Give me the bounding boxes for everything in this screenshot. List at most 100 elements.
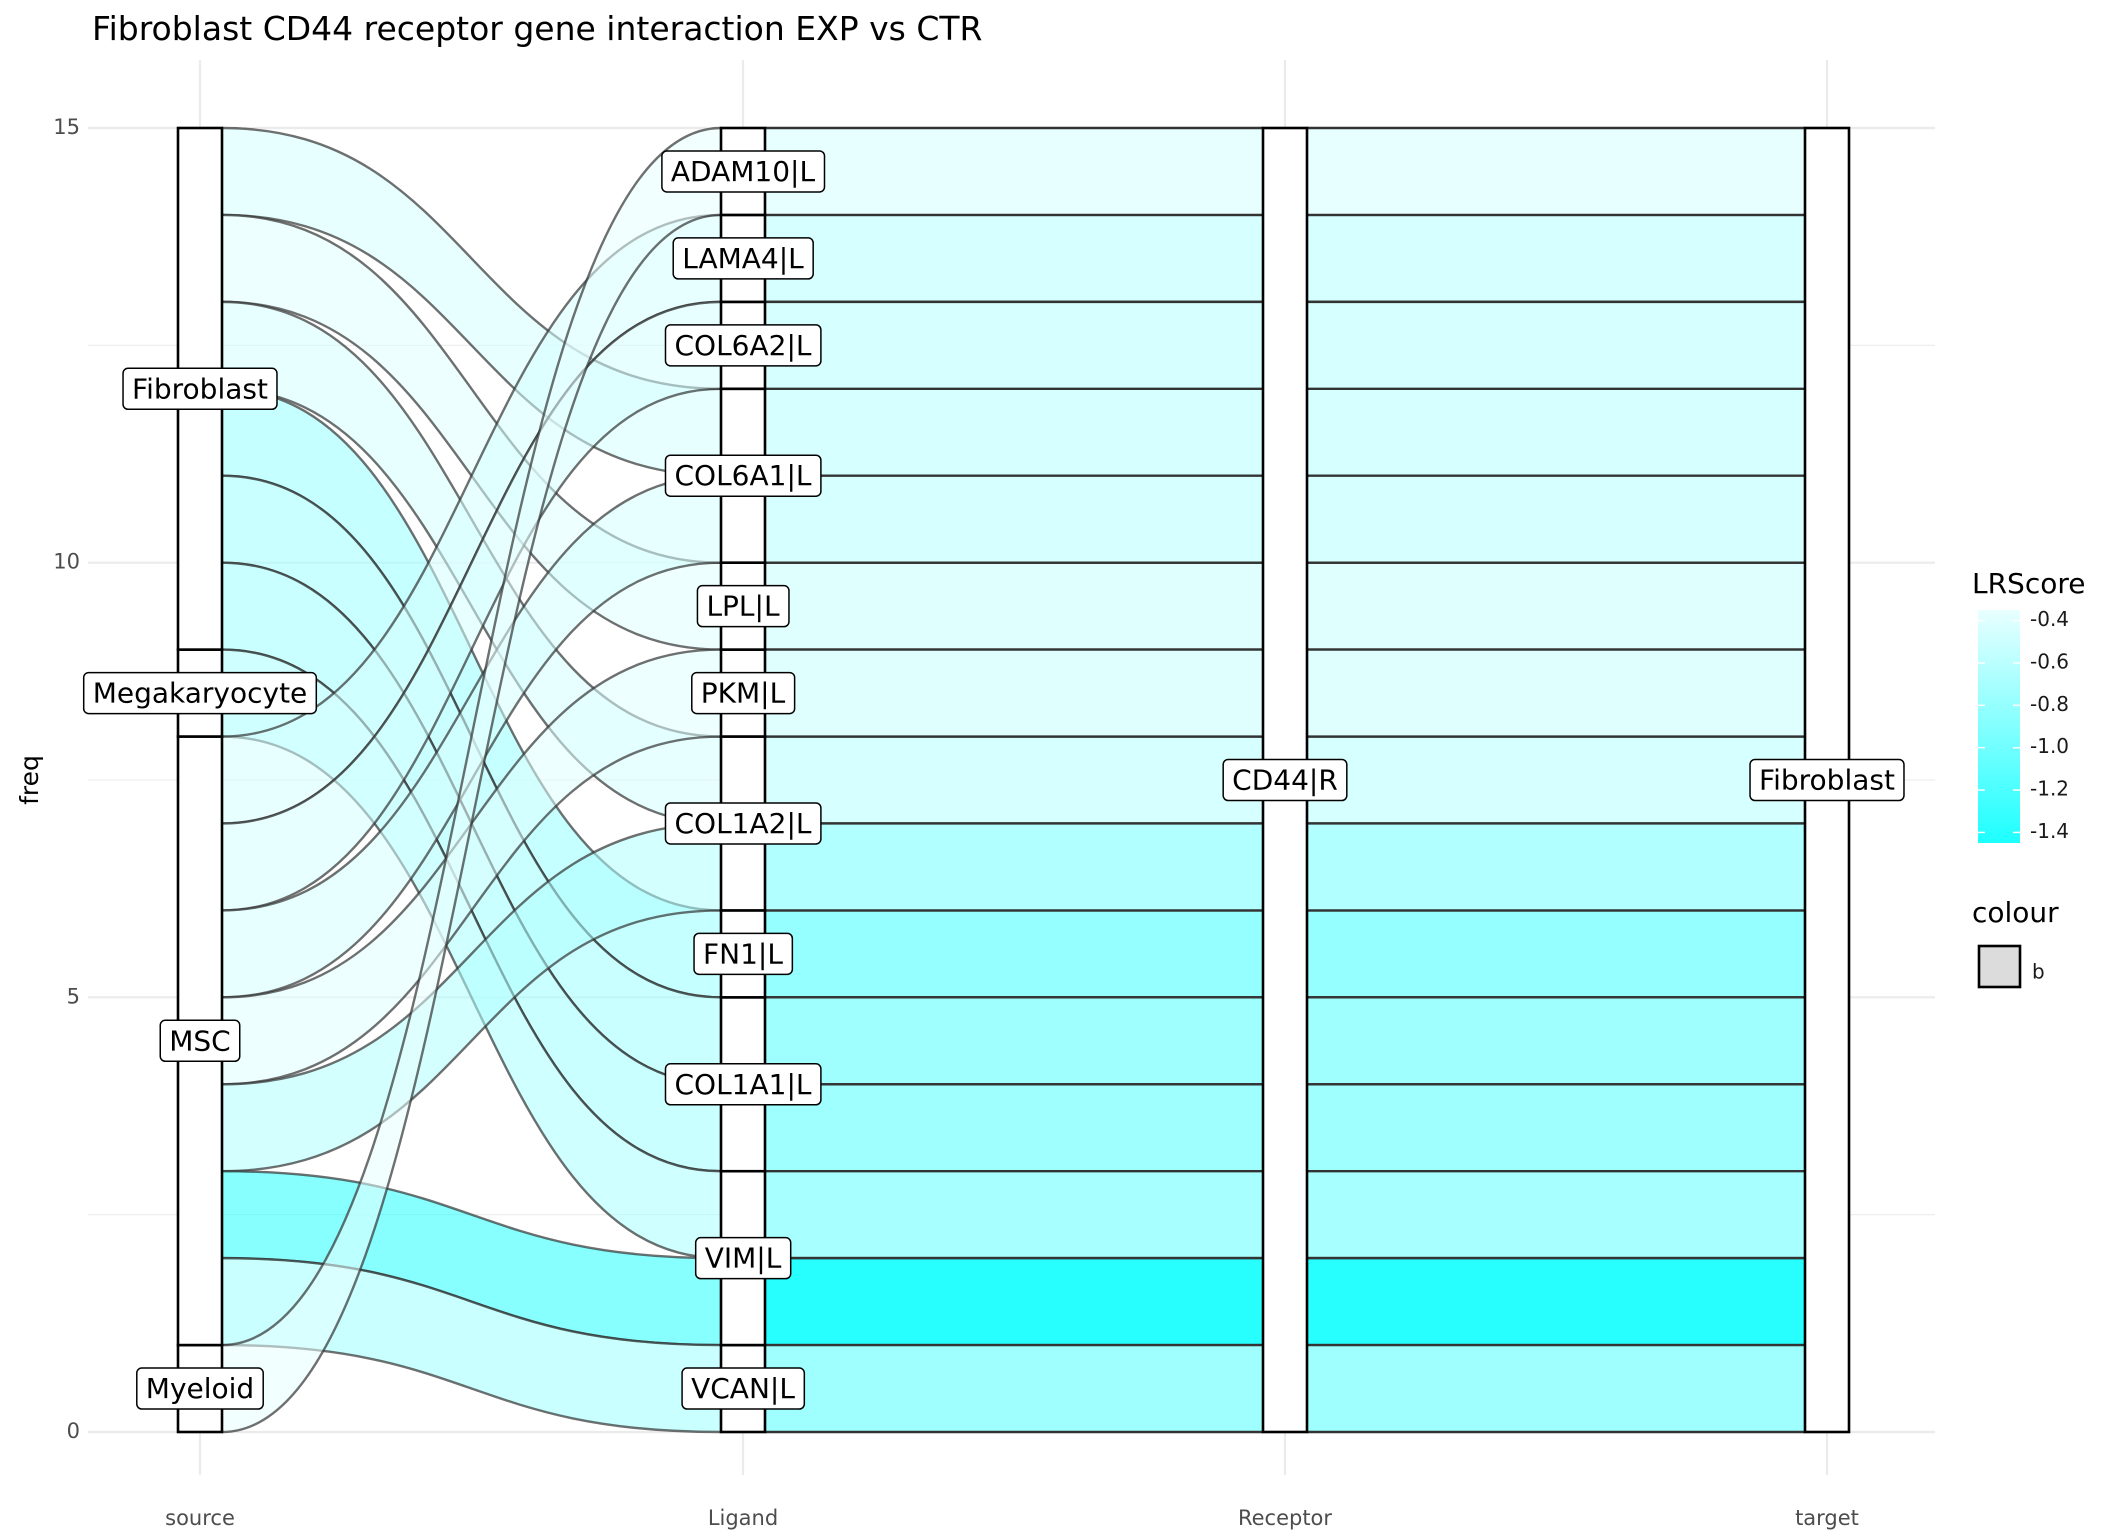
flow-ribbon-8 [222, 301, 721, 911]
stratum-label-text: Myeloid [146, 1372, 254, 1405]
flow-band-7-1 [1307, 214, 1805, 302]
stratum-label-text: Fibroblast [1759, 764, 1895, 797]
stratum-label-text: PKM|L [701, 677, 786, 710]
flow-edge-bottom-10 [221, 735, 722, 1086]
stratum-label-Ligand-1: VIM|L [694, 1236, 792, 1280]
flow-edge-top-13 [221, 1256, 722, 1347]
flow-edge-top-11 [221, 822, 722, 1086]
legend-tick-label: -1.0 [2030, 734, 2069, 758]
flow-band-8-1 [1307, 301, 1805, 389]
legend-colour-title: colour [1972, 896, 2059, 929]
flow-edge-bottom-14 [221, 213, 722, 1434]
flow-edge-top-14 [221, 126, 722, 1347]
flow-band-9-0 [765, 475, 1263, 563]
y-axis-title: freq [15, 755, 44, 805]
y-tick-label: 10 [53, 550, 80, 574]
flow-band-14-0 [765, 128, 1263, 215]
stratum-label-text: LPL|L [706, 590, 780, 623]
flow-band-1-0 [765, 562, 1263, 650]
stratum-labels: Myeloid MSC Megakaryocyte Fibroblast VCAN|L V… [82, 150, 1905, 1410]
stratum-label-source-2: Megakaryocyte [82, 671, 318, 715]
flow-band-6-1 [1307, 1171, 1805, 1259]
stratum-label-text: MSC [169, 1024, 230, 1057]
x-tick-label: source [165, 1506, 235, 1530]
flow-band-4-0 [765, 997, 1263, 1085]
stratum-label-box [664, 1063, 822, 1106]
flow-band-12-1 [1307, 1258, 1805, 1346]
stratum-label-text: Megakaryocyte [93, 677, 308, 710]
stratum-label-box [1222, 758, 1348, 802]
stratum-label-Ligand-6: LPL|L [696, 584, 790, 628]
flow-band-11-1 [1307, 823, 1805, 911]
stratum-label-box [664, 454, 822, 497]
chart-title: Fibroblast CD44 receptor gene interactio… [92, 9, 982, 48]
legend-tick-label: -0.4 [2030, 607, 2069, 631]
stratum-label-Ligand-2: COL1A1|L [664, 1063, 822, 1106]
stratum-label-box [159, 1019, 241, 1063]
x-tick-label: Ligand [708, 1506, 778, 1530]
stratum-label-text: COL6A2|L [674, 329, 811, 362]
flow-ribbon-14 [222, 128, 721, 1432]
stratum-label-text: COL1A2|L [674, 807, 811, 840]
stratum-label-box [664, 324, 822, 367]
flow-band-10-0 [765, 649, 1263, 737]
flow-band-5-1 [1307, 1084, 1805, 1172]
flow-ribbon-10 [222, 649, 721, 1085]
stratum-label-text: LAMA4|L [682, 242, 804, 275]
flow-band-0-0 [765, 388, 1263, 476]
legend-colour-entry-label: b [2032, 960, 2045, 984]
y-tick-label: 15 [53, 115, 80, 139]
flow-edge-top-8 [221, 300, 722, 825]
legend: LRScore colour b -0.4 -0.6 -0.8 -1.0 -1.2 -1.… [1972, 567, 2085, 989]
flow-ribbon-7 [222, 214, 721, 824]
stratum-label-text: COL1A1|L [674, 1068, 811, 1101]
stratum-label-text: Fibroblast [132, 372, 268, 405]
axes: Fibroblast CD44 receptor gene interactio… [15, 9, 1859, 1530]
stratum-label-Ligand-10: ADAM10|L [661, 150, 826, 193]
stratum-label-box [136, 1367, 264, 1410]
stratum-label-target-0: Fibroblast [1749, 758, 1905, 802]
y-tick-label: 5 [67, 984, 80, 1008]
stratum-label-box [696, 584, 790, 628]
stratum-label-box [694, 1236, 792, 1280]
stratum-label-Ligand-8: COL6A2|L [664, 324, 822, 367]
flow-band-11-0 [765, 823, 1263, 911]
x-tick-label: target [1795, 1506, 1859, 1530]
stratum-label-box [693, 932, 794, 976]
stratum-label-Ligand-3: FN1|L [693, 932, 794, 976]
flow-band-2-0 [765, 736, 1263, 824]
flow-band-8-0 [765, 301, 1263, 389]
stratum-label-text: FN1|L [703, 937, 783, 970]
stratum-label-Ligand-9: LAMA4|L [672, 237, 814, 280]
stratum-label-text: CD44|R [1232, 764, 1338, 797]
stratum-label-text: ADAM10|L [671, 155, 816, 188]
legend-tick-label: -1.4 [2030, 819, 2069, 843]
stratum-label-text: VIM|L [705, 1242, 782, 1275]
stratum-label-source-3: Fibroblast [122, 367, 278, 411]
stratum-label-box [661, 150, 826, 193]
stratum-label-text: COL6A1|L [674, 459, 811, 492]
flow-edge-bottom-8 [221, 387, 722, 912]
stratum-label-box [664, 802, 822, 845]
stratum-label-box [681, 1367, 806, 1410]
flow-band-10-1 [1307, 649, 1805, 737]
flow-band-1-1 [1307, 562, 1805, 650]
flow-band-7-0 [765, 214, 1263, 302]
stratum-label-Ligand-5: PKM|L [691, 671, 796, 715]
flow-band-3-1 [1307, 910, 1805, 998]
stratum-label-source-0: Myeloid [136, 1367, 264, 1410]
flow-ribbon-11 [222, 823, 721, 1172]
flow-band-3-0 [765, 910, 1263, 998]
legend-tick-label: -1.2 [2030, 777, 2069, 801]
stratum-label-Ligand-4: COL1A2|L [664, 802, 822, 845]
legend-tick-label: -0.8 [2030, 692, 2069, 716]
stratum-label-box [691, 671, 796, 715]
flow-band-2-1 [1307, 736, 1805, 824]
stratum-label-Ligand-0: VCAN|L [681, 1367, 806, 1410]
stratum-label-box [82, 671, 318, 715]
flow-band-5-0 [765, 1084, 1263, 1172]
flow-band-14-1 [1307, 128, 1805, 215]
flow-band-12-0 [765, 1258, 1263, 1346]
flow-edge-top-9 [221, 474, 722, 912]
